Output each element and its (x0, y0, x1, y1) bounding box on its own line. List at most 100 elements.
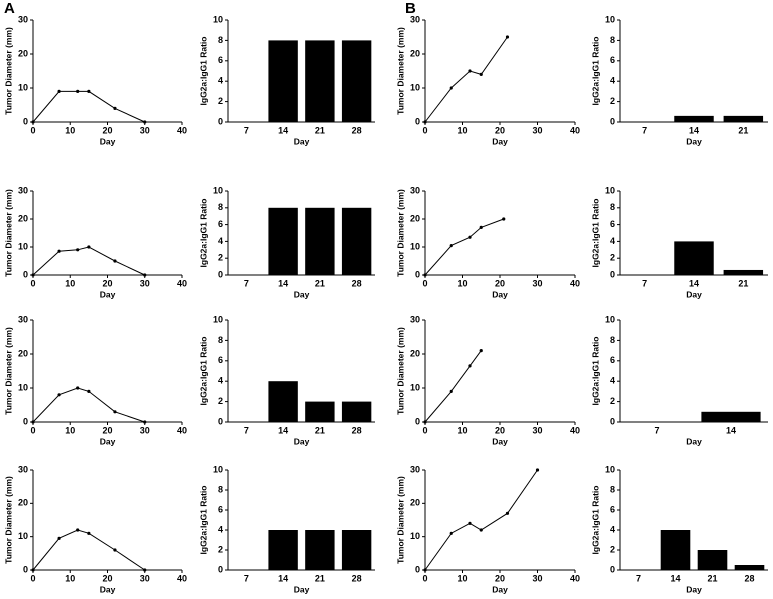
y-tick-label: 4 (218, 376, 223, 386)
y-tick-label: 2 (610, 544, 615, 554)
axis-label: Tumor Diameter (mm) (3, 476, 13, 564)
x-tick-label: 0 (422, 425, 427, 435)
x-tick-label: 28 (352, 425, 362, 435)
point (87, 89, 91, 93)
x-tick-label: 40 (570, 425, 580, 435)
point (423, 568, 427, 572)
point (76, 386, 80, 390)
x-tick-label: 40 (177, 125, 187, 135)
x-tick-label: 20 (102, 425, 112, 435)
point (505, 511, 510, 515)
chart: 0 10 20 30 Tumor Diameter (mm) Day 0 10 20 30 40 (395, 464, 580, 594)
y-tick-label: 0 (610, 269, 615, 279)
y-tick-label: 10 (410, 531, 420, 541)
x-tick-label: 0 (30, 125, 35, 135)
x-tick-label: 21 (315, 425, 325, 435)
x-tick-label: 0 (422, 125, 427, 135)
axis-label: Day (492, 436, 508, 446)
chart: 0 2 4 6 8 10 IgG2a:IgG1 Ratio Day 7 14 21 (590, 14, 768, 146)
y-tick-label: 20 (410, 213, 420, 223)
x-tick-label: 40 (177, 425, 187, 435)
y-tick-label: 20 (18, 348, 28, 358)
y-tick-label: 6 (610, 355, 615, 365)
y-tick-label: 30 (410, 464, 420, 474)
point (57, 249, 61, 253)
chart: 0 10 20 30 Tumor Diameter (mm) Day 0 10 20 30 40 (395, 185, 580, 299)
x-tick-label: 7 (642, 278, 647, 288)
axis-label: Day (686, 584, 702, 594)
y-tick-label: 0 (218, 416, 223, 426)
y-tick-label: 4 (218, 524, 223, 534)
axis-label: Day (492, 584, 508, 594)
x-tick-label: 20 (102, 573, 112, 583)
x-tick-label: 10 (65, 425, 75, 435)
x-tick-label: 10 (457, 573, 467, 583)
y-tick-label: 4 (610, 524, 615, 534)
x-tick-label: 21 (707, 573, 717, 583)
axis-label: IgG2a:IgG1 Ratio (198, 486, 208, 555)
y-tick-label: 6 (218, 55, 223, 65)
point (87, 531, 91, 535)
x-tick-label: 30 (532, 573, 542, 583)
y-tick-label: 20 (410, 498, 420, 508)
x-tick-label: 40 (570, 573, 580, 583)
axis-label: Tumor Diameter (mm) (395, 27, 405, 115)
point (479, 225, 483, 229)
x-tick-label: 30 (140, 573, 150, 583)
point (87, 245, 91, 249)
y-tick-label: 0 (610, 116, 615, 126)
chart: 0 2 4 6 8 10 IgG2a:IgG1 Ratio Day 7 14 21 28 (198, 14, 375, 146)
point (57, 536, 61, 540)
x-tick-label: 28 (744, 573, 754, 583)
y-tick-label: 6 (218, 355, 223, 365)
y-tick-label: 8 (610, 335, 615, 345)
point (449, 86, 453, 90)
bar (341, 530, 372, 570)
point (143, 568, 147, 572)
bar (701, 411, 761, 422)
x-tick-label: 7 (642, 125, 647, 135)
chart: 0 10 20 30 Tumor Diameter (mm) Day 0 10 20 30 40 (3, 464, 187, 594)
point (31, 120, 35, 124)
x-tick-label: 10 (65, 278, 75, 288)
y-tick-label: 30 (18, 14, 28, 24)
x-tick-label: 30 (532, 425, 542, 435)
point (76, 248, 80, 252)
y-tick-label: 30 (18, 314, 28, 324)
y-tick-label: 30 (410, 14, 420, 24)
y-tick-label: 2 (218, 396, 223, 406)
y-tick-label: 30 (18, 185, 28, 195)
x-tick-label: 14 (278, 125, 288, 135)
y-tick-label: 20 (18, 498, 28, 508)
point (31, 568, 35, 572)
bar (305, 40, 335, 122)
point (143, 120, 147, 124)
x-tick-label: 40 (177, 278, 187, 288)
y-tick-label: 0 (23, 416, 28, 426)
point (479, 528, 483, 532)
axis-label: Day (100, 136, 116, 146)
x-tick-label: 14 (670, 573, 680, 583)
axis-label: Day (686, 136, 702, 146)
y-tick-label: 10 (18, 82, 28, 92)
point (76, 528, 80, 532)
x-tick-label: 21 (315, 278, 325, 288)
chart: 0 2 4 6 8 10 IgG2a:IgG1 Ratio Day 7 14 21 28 (590, 464, 768, 594)
point (479, 72, 483, 76)
x-tick-label: 21 (315, 125, 325, 135)
bar (341, 401, 372, 422)
point (449, 531, 453, 535)
y-tick-label: 10 (213, 14, 223, 24)
axis-label: Day (686, 289, 702, 299)
line (32, 246, 145, 276)
y-tick-label: 10 (605, 14, 615, 24)
line (424, 469, 538, 571)
point (449, 389, 453, 393)
y-tick-label: 2 (218, 544, 223, 554)
bar (305, 530, 335, 570)
axis-label: Day (100, 584, 116, 594)
x-tick-label: 14 (278, 425, 288, 435)
point (57, 89, 61, 93)
bar (723, 269, 764, 275)
